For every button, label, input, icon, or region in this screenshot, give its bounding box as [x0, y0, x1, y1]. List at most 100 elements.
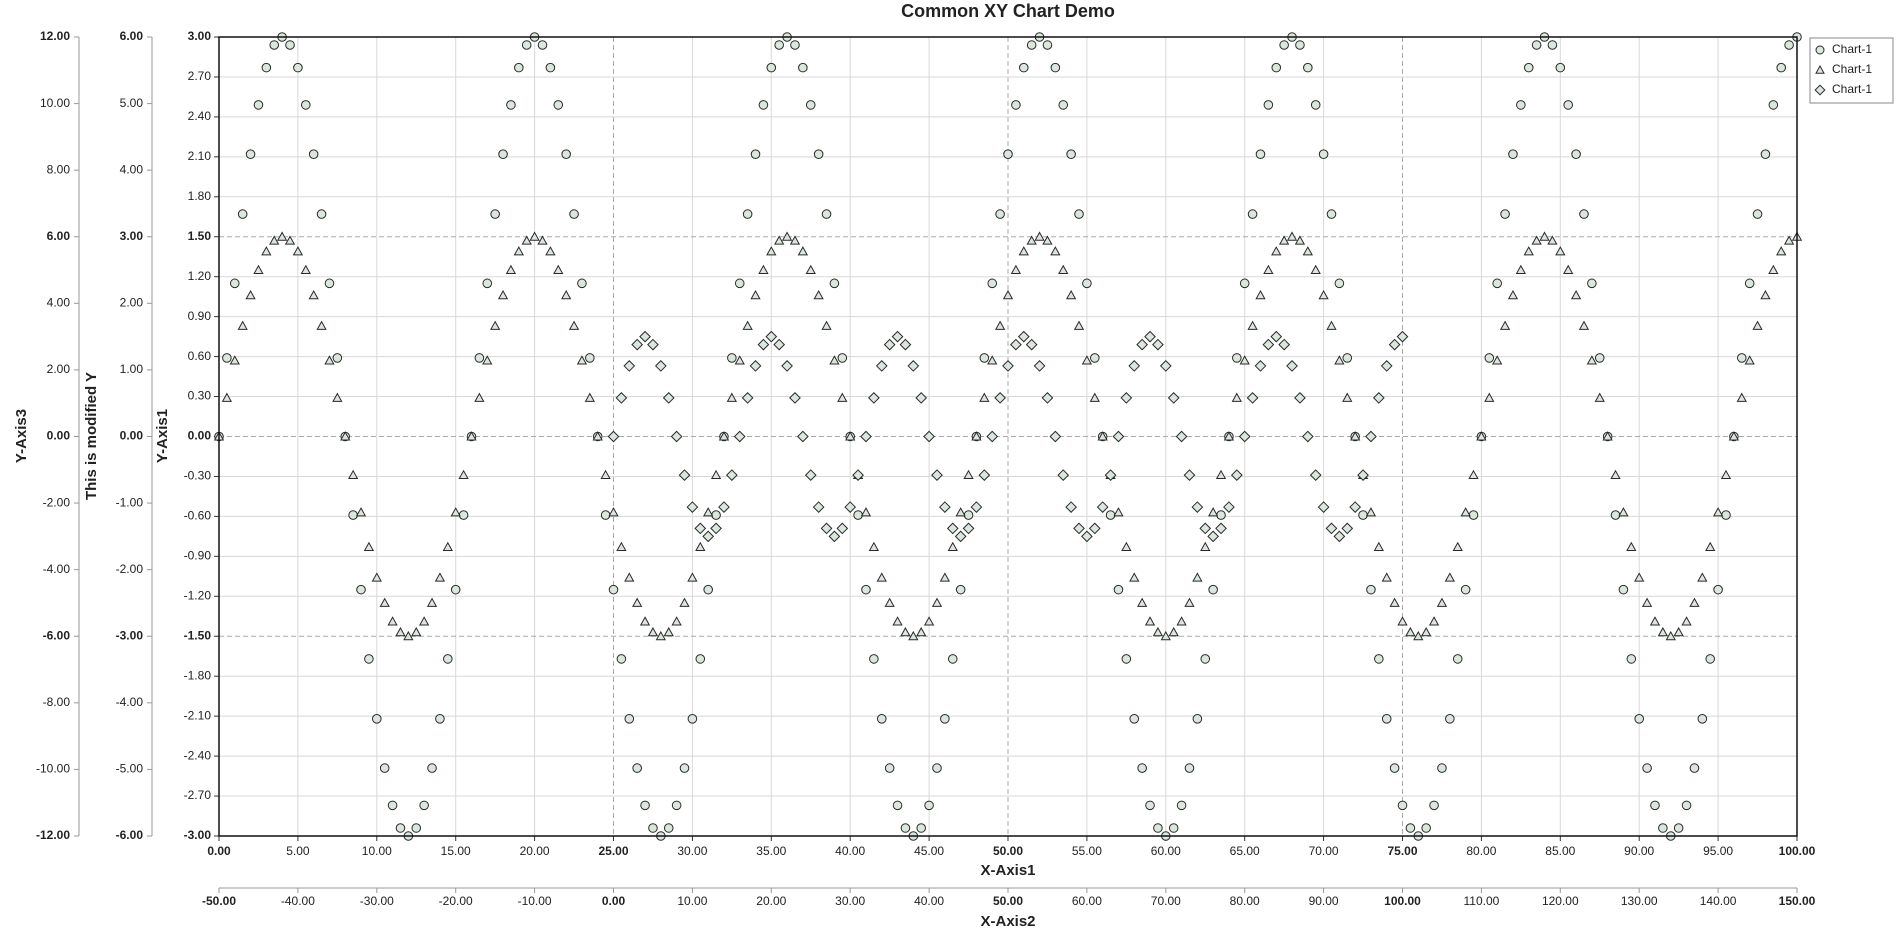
marker	[1200, 541, 1211, 551]
marker	[1736, 353, 1747, 363]
marker	[1728, 431, 1740, 441]
marker	[947, 541, 958, 551]
marker	[316, 209, 327, 219]
marker	[900, 823, 911, 833]
marker	[403, 630, 414, 641]
marker	[789, 392, 801, 404]
marker	[1381, 572, 1392, 582]
marker	[1492, 355, 1503, 365]
marker	[1183, 469, 1196, 481]
y2-tick-label: -3.00	[116, 628, 144, 642]
marker	[686, 501, 699, 513]
series	[214, 32, 1802, 841]
marker	[932, 763, 942, 773]
marker	[513, 246, 524, 256]
x2-axis-title: X-Axis2	[980, 913, 1035, 930]
y-tick-label: -0.30	[184, 469, 212, 483]
marker	[647, 338, 659, 351]
marker	[458, 469, 469, 480]
marker	[1050, 62, 1061, 73]
marker	[1168, 626, 1179, 637]
y2-tick-label: 1.00	[120, 362, 144, 376]
marker	[355, 507, 367, 517]
marker	[828, 530, 841, 543]
marker	[812, 501, 825, 513]
legend-label: Chart-1	[1832, 82, 1872, 96]
marker	[1673, 626, 1684, 637]
marker	[1018, 62, 1029, 73]
marker	[1239, 278, 1250, 289]
marker	[1034, 231, 1045, 241]
marker	[995, 209, 1005, 219]
marker	[1041, 392, 1054, 404]
marker	[623, 360, 636, 372]
marker	[750, 149, 761, 159]
marker	[1452, 541, 1463, 551]
marker	[1232, 353, 1242, 363]
marker	[923, 430, 935, 443]
marker	[798, 62, 808, 73]
marker	[790, 40, 800, 50]
x-tick-label: 80.00	[1466, 844, 1496, 858]
marker	[340, 431, 351, 441]
marker	[900, 626, 911, 637]
marker	[1594, 353, 1605, 363]
marker	[1586, 355, 1598, 365]
x2-tick-label: -40.00	[281, 894, 315, 908]
y2-tick-label: -2.00	[116, 562, 144, 576]
marker	[506, 100, 516, 110]
marker	[1500, 209, 1510, 219]
marker	[585, 353, 595, 363]
marker	[1578, 320, 1590, 330]
marker	[569, 209, 579, 219]
marker	[308, 149, 319, 159]
marker	[308, 290, 319, 300]
marker	[876, 714, 887, 724]
marker	[1492, 278, 1502, 289]
marker	[1010, 264, 1022, 274]
x-tick-label: 15.00	[441, 844, 471, 858]
marker	[1460, 584, 1471, 595]
marker	[577, 278, 587, 289]
marker	[632, 763, 642, 773]
marker	[899, 338, 912, 351]
marker	[284, 235, 296, 245]
marker	[884, 597, 895, 607]
marker	[1405, 823, 1416, 833]
marker	[875, 360, 888, 372]
marker	[419, 800, 429, 811]
marker	[1752, 209, 1763, 219]
marker	[821, 209, 832, 219]
marker	[931, 469, 943, 481]
marker	[482, 355, 493, 365]
y-tick-label: 0.60	[188, 349, 212, 363]
marker	[261, 246, 272, 256]
marker	[924, 800, 934, 811]
marker	[293, 62, 303, 73]
marker	[726, 392, 737, 402]
marker	[1736, 392, 1747, 402]
marker	[774, 40, 784, 50]
marker	[1563, 264, 1574, 274]
y-tick-label: 1.50	[188, 229, 212, 243]
y-tick-label: 2.40	[188, 109, 212, 123]
marker	[364, 654, 374, 664]
marker	[1018, 246, 1029, 256]
marker	[1460, 507, 1471, 517]
marker	[750, 290, 761, 300]
marker	[1452, 654, 1463, 664]
y3-tick-label: 12.00	[40, 29, 70, 43]
marker	[1279, 235, 1290, 245]
marker	[1255, 290, 1266, 300]
marker	[892, 800, 903, 811]
marker	[1357, 469, 1369, 481]
marker	[435, 714, 445, 724]
marker	[450, 584, 461, 595]
marker	[971, 431, 982, 441]
marker	[434, 572, 446, 582]
marker	[1303, 62, 1313, 73]
marker	[663, 823, 674, 833]
y3-tick-label: 4.00	[47, 296, 71, 310]
marker	[663, 626, 674, 637]
marker	[347, 469, 359, 480]
